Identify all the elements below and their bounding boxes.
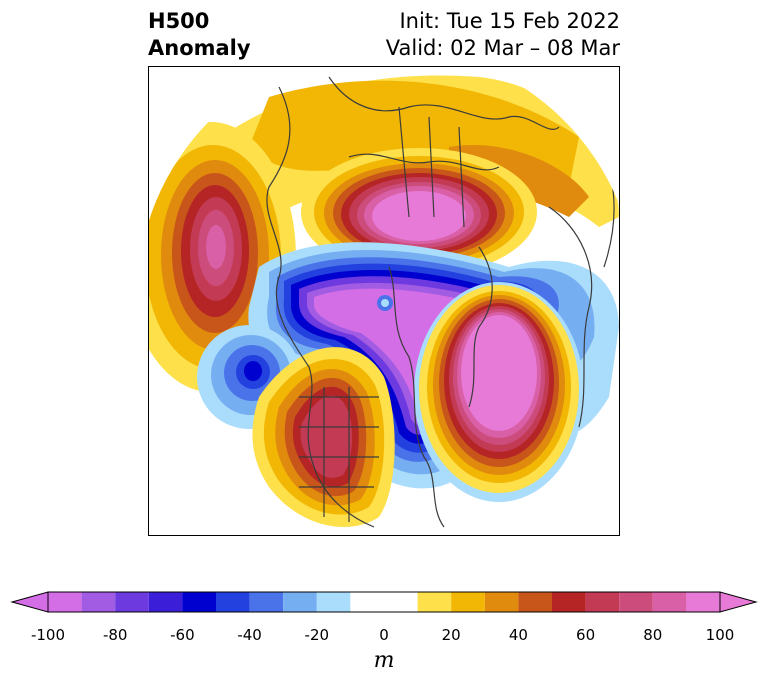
colorbar	[10, 591, 758, 613]
colorbar-extend-low	[10, 591, 49, 613]
init-date: Init: Tue 15 Feb 2022	[399, 9, 620, 33]
colorbar-bin	[283, 592, 317, 612]
map-title: H500 Anomaly	[148, 8, 251, 62]
colorbar-bin	[552, 592, 586, 612]
colorbar-tick-label: 100	[705, 626, 735, 644]
colorbar-bin	[148, 592, 183, 612]
colorbar-tick-label: 60	[576, 626, 596, 644]
colorbar-bin	[316, 592, 351, 612]
colorbar-bin	[216, 592, 250, 612]
colorbar-outline	[47, 591, 721, 613]
anomaly-map	[149, 67, 619, 535]
colorbar-bin	[417, 592, 452, 612]
colorbar-tick-label: 0	[379, 626, 389, 644]
colorbar-tick-label: -40	[237, 626, 262, 644]
colorbar-bin	[81, 592, 116, 612]
colorbar-bin	[249, 592, 284, 612]
colorbar-bin	[518, 592, 552, 612]
colorbar-bin	[686, 592, 720, 612]
colorbar-tick-label: 80	[643, 626, 663, 644]
coastlines	[266, 76, 615, 528]
positive-anomaly-pacific	[149, 122, 296, 392]
colorbar-tick-label: -100	[30, 626, 66, 644]
colorbar-tick-label: -20	[304, 626, 330, 644]
colorbar-bin	[115, 592, 149, 612]
colorbar-tick-label: 20	[441, 626, 461, 644]
colorbar-bin	[350, 592, 418, 612]
colorbar-bin	[182, 592, 216, 612]
map-panel	[148, 66, 620, 536]
colorbar-bin	[585, 592, 620, 612]
colorbar-bin	[619, 592, 653, 612]
colorbar-units: m	[373, 648, 395, 673]
title-field: Anomaly	[148, 36, 251, 60]
colorbar-tick-label: -80	[102, 626, 128, 644]
colorbar-tick-label: -60	[170, 626, 195, 644]
colorbar-bin	[652, 592, 687, 612]
positive-anomaly-atlantic	[414, 282, 584, 502]
colorbar-bin	[451, 592, 485, 612]
colorbar-tick-label: 40	[508, 626, 528, 644]
colorbar-extend-high	[719, 591, 758, 613]
map-dates: Init: Tue 15 Feb 2022 Valid: 02 Mar – 08…	[386, 8, 620, 62]
colorbar-bin	[484, 592, 519, 612]
title-variable: H500	[148, 9, 210, 33]
colorbar-bin	[48, 592, 82, 612]
valid-range: Valid: 02 Mar – 08 Mar	[385, 36, 620, 60]
